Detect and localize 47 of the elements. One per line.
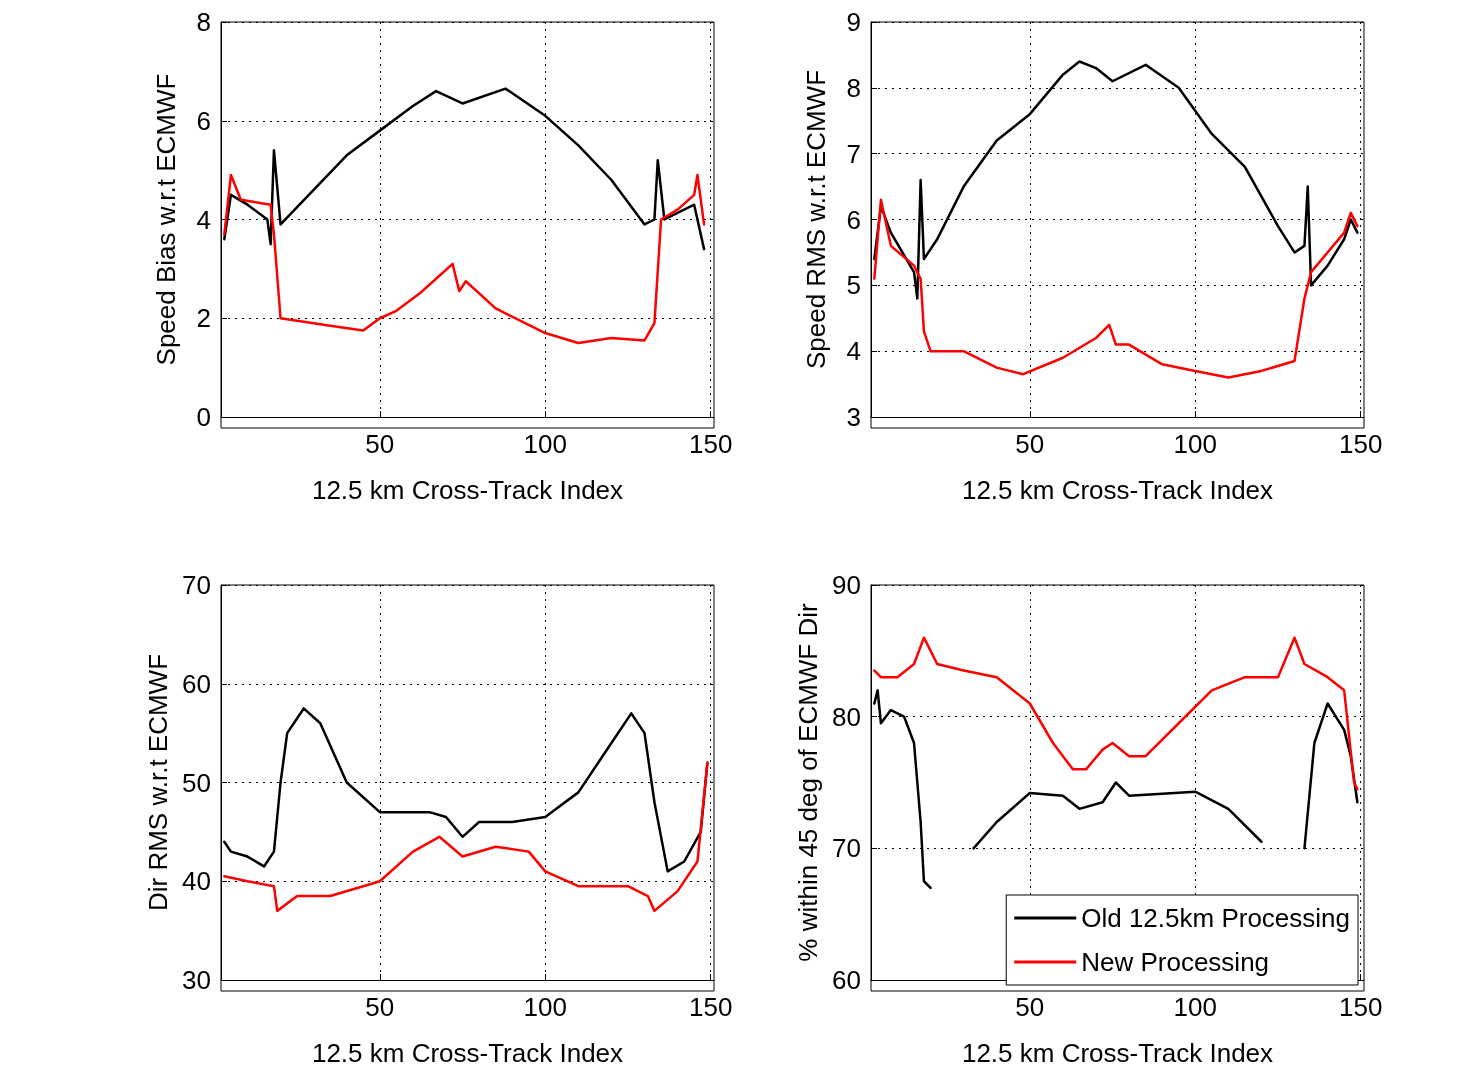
x-tick-label: 50: [1015, 429, 1045, 459]
y-tick-label: 3: [846, 402, 861, 432]
y-tick-label: 6: [846, 204, 861, 235]
y-axis-title: Speed RMS w.r.t ECMWF: [801, 69, 831, 370]
x-tick-label: 100: [1173, 992, 1217, 1022]
y-tick-label: 80: [832, 701, 861, 732]
y-tick-label: 2: [196, 303, 211, 334]
x-tick-label: 150: [1339, 992, 1383, 1022]
legend-label: New Processing: [1081, 947, 1270, 977]
y-tick-label: 60: [182, 668, 211, 699]
line-series: [223, 173, 706, 345]
y-tick-label: 4: [196, 204, 211, 235]
x-axis-title: 12.5 km Cross-Track Index: [311, 475, 624, 505]
y-tick-label: 70: [832, 833, 861, 864]
line-series: [873, 636, 1359, 791]
y-axis-title: Speed Bias w.r.t ECMWF: [151, 73, 181, 366]
legend-label: Old 12.5km Processing: [1081, 903, 1351, 933]
y-tick-label: 6: [196, 105, 211, 136]
y-tick-label: 5: [846, 270, 861, 301]
y-tick-label: 9: [846, 7, 861, 37]
y-tick-label: 4: [846, 336, 861, 367]
y-tick-label: 90: [832, 570, 861, 600]
x-axis-title: 12.5 km Cross-Track Index: [311, 1038, 624, 1066]
x-tick-label: 150: [689, 429, 733, 459]
y-tick-label: 7: [846, 138, 861, 169]
y-tick-label: 50: [182, 767, 211, 798]
x-tick-label: 50: [1015, 992, 1045, 1022]
y-tick-label: 8: [846, 72, 861, 103]
x-tick-label: 150: [1339, 429, 1383, 459]
y-tick-label: 30: [182, 965, 211, 995]
y-tick-label: 0: [196, 402, 211, 432]
y-tick-label: 40: [182, 866, 211, 897]
y-axis-title: Dir RMS w.r.t ECMWF: [143, 653, 174, 912]
x-axis-title: 12.5 km Cross-Track Index: [961, 1038, 1274, 1066]
x-tick-label: 50: [365, 992, 395, 1022]
x-tick-label: 100: [523, 429, 567, 459]
y-tick-label: 8: [196, 7, 211, 37]
x-tick-label: 100: [523, 992, 567, 1022]
x-axis-title: 12.5 km Cross-Track Index: [961, 475, 1274, 505]
line-series: [873, 198, 1359, 379]
y-axis-title: % within 45 deg of ECMWF Dir: [793, 603, 824, 962]
x-tick-label: 150: [689, 992, 733, 1022]
line-series: [223, 761, 709, 913]
x-tick-label: 50: [365, 429, 395, 459]
y-tick-label: 60: [832, 965, 861, 995]
x-tick-label: 100: [1173, 429, 1217, 459]
y-tick-label: 70: [182, 570, 211, 600]
